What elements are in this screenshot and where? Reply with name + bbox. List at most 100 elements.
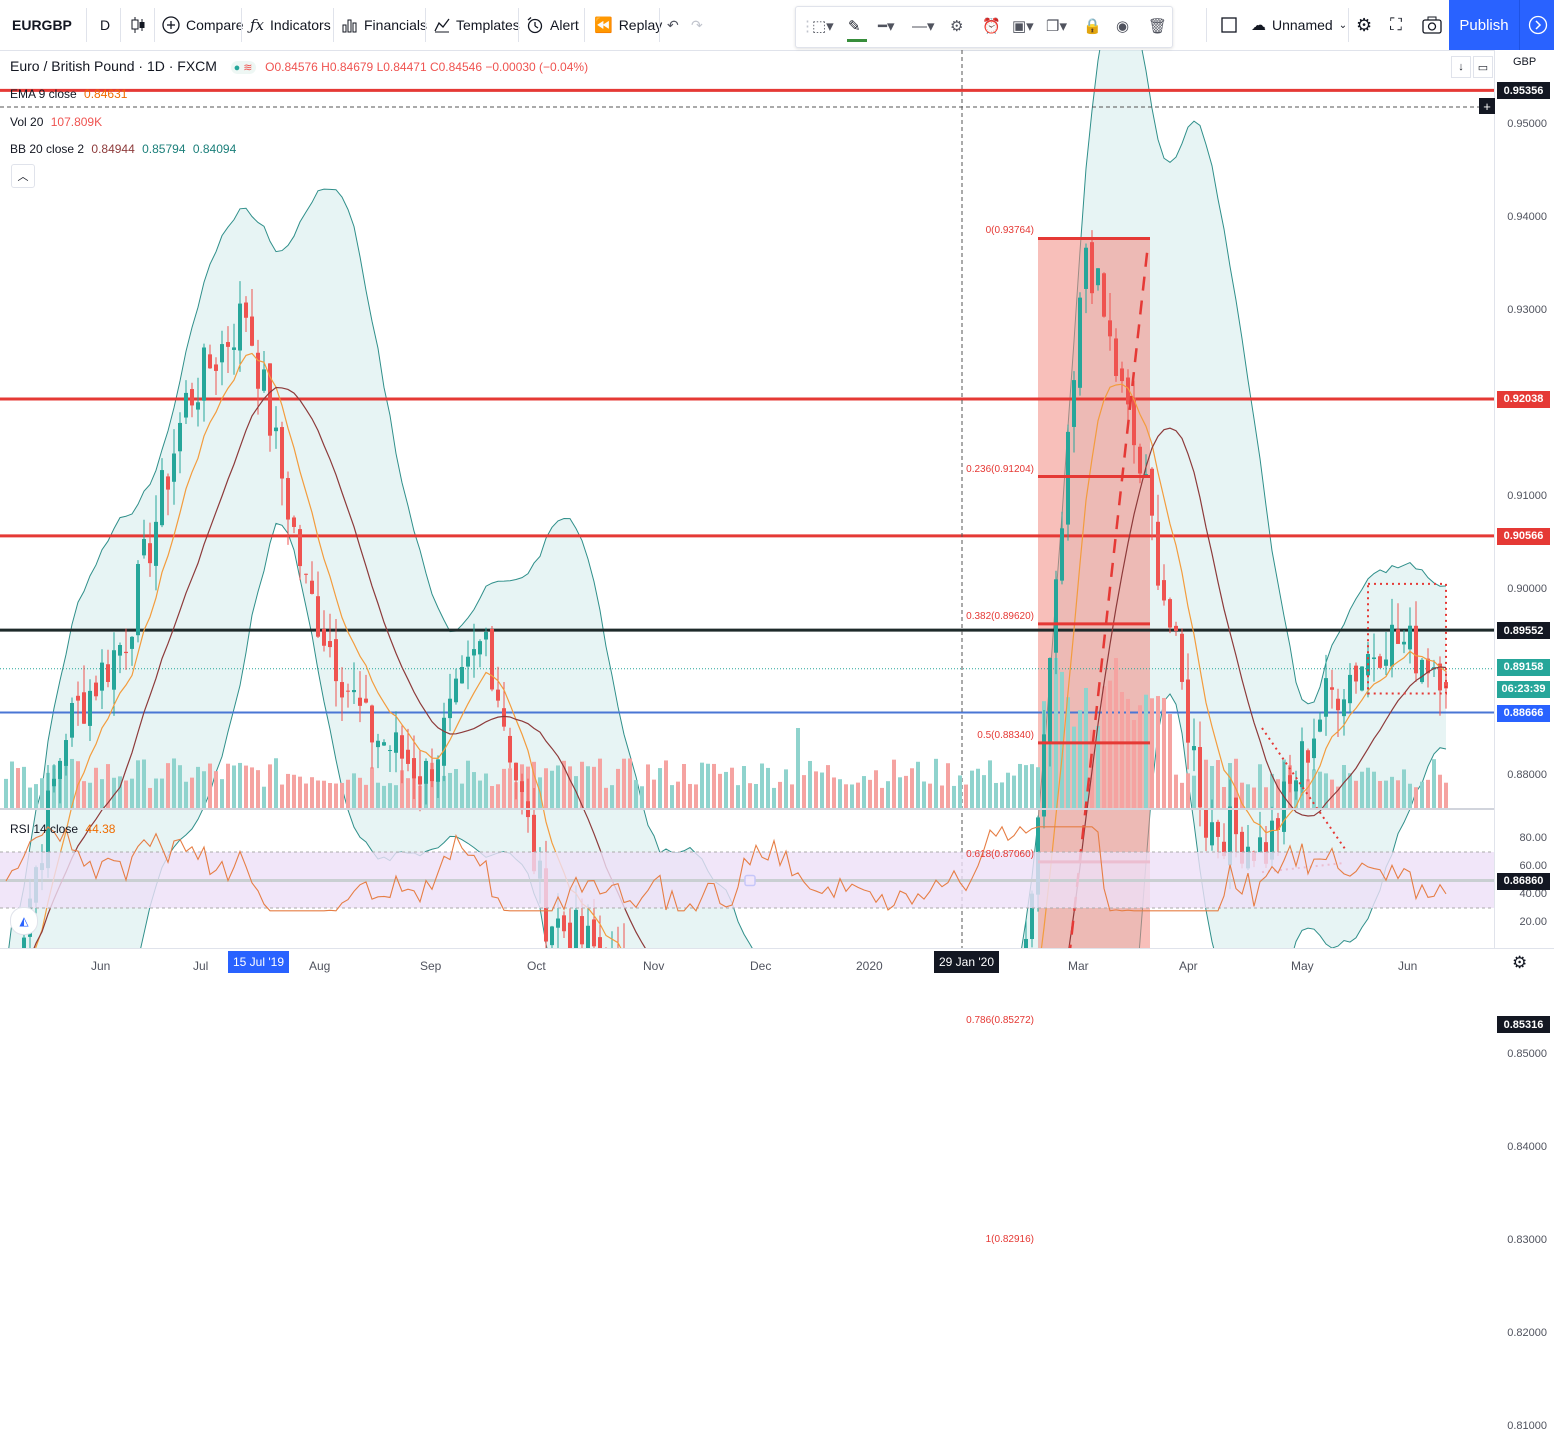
volume-bar [994, 782, 998, 808]
volume-bar [1318, 771, 1322, 808]
volume-bar [742, 766, 746, 808]
candle-body [184, 392, 188, 418]
divider [1206, 8, 1207, 42]
candle-body [1414, 625, 1418, 674]
candle-body [112, 650, 116, 690]
tradingview-logo[interactable]: ◭ [10, 907, 38, 935]
drag-handle-icon[interactable]: ⋮ [800, 18, 815, 35]
fullscreen-button[interactable]: ⛶ [1390, 0, 1402, 50]
candle-body [376, 740, 380, 748]
candle-body [1438, 663, 1442, 691]
volume-bar [94, 767, 98, 808]
plus-icon: + [1483, 98, 1491, 114]
volume-bar [1150, 698, 1154, 808]
chart-type-button[interactable] [130, 0, 146, 50]
volume-bar [934, 758, 938, 808]
volume-bar [1444, 782, 1448, 808]
add-plus-button[interactable]: + [1479, 98, 1495, 114]
symbol-search[interactable]: EURGBP [12, 0, 72, 50]
rectangle-button[interactable] [1221, 0, 1237, 50]
redo-button[interactable]: ↷ [691, 0, 703, 50]
bb-legend[interactable]: BB 20 close 2 0.84944 0.85794 0.84094 [10, 142, 236, 156]
pane-divider[interactable] [0, 808, 1494, 810]
compare-button[interactable]: Compare [162, 0, 244, 50]
trash-icon[interactable]: 🗑 [1148, 18, 1168, 35]
selection-tool-icon[interactable]: ⬚▾ [812, 18, 834, 35]
maximize-pane-button[interactable]: ▭ [1473, 56, 1493, 78]
volume-bar [1138, 705, 1142, 808]
candle-body [466, 656, 470, 667]
candle-body [1216, 821, 1220, 837]
indicators-button[interactable]: ƒx Indicators [250, 0, 331, 50]
candle-body [1180, 633, 1184, 682]
volume-bar [1024, 765, 1028, 808]
candle-body [52, 778, 56, 787]
clone-icon[interactable]: ❐▾ [1046, 18, 1067, 35]
wave-icon: ≋ [243, 62, 253, 74]
bb-lower-line [140, 522, 1447, 948]
candle-body [418, 776, 422, 785]
volume-bar [1000, 782, 1004, 808]
publish-button[interactable]: Publish [1449, 0, 1519, 50]
bb-upper-value: 0.85794 [142, 142, 186, 156]
candle-body [190, 389, 194, 406]
financials-button[interactable]: Financials [342, 0, 427, 50]
bring-front-icon[interactable]: ▣▾ [1012, 18, 1034, 35]
candle-body [1348, 674, 1352, 704]
volume-bar [700, 762, 704, 808]
price-chart[interactable] [0, 50, 1494, 948]
candle-body [1120, 368, 1124, 382]
candle-body [82, 692, 86, 724]
volume-bar [310, 777, 314, 808]
candle-body [94, 682, 98, 697]
alert-add-icon[interactable]: ⏰ [982, 18, 1001, 35]
settings-button[interactable]: ⚙ [1356, 0, 1372, 50]
collapse-legend-button[interactable]: ︿ [11, 164, 35, 188]
volume-bar [1372, 771, 1376, 808]
ohlc-values: O0.84576 H0.84679 L0.84471 C0.84546 −0.0… [265, 60, 589, 74]
crosshair-date-badge: 15 Jul '19 [228, 951, 289, 973]
volume-bar [886, 781, 890, 808]
layout-menu[interactable]: ☁ Unnamed ⌄ [1251, 0, 1347, 50]
candle-body [394, 732, 398, 753]
candle-body [388, 750, 392, 752]
lock-icon[interactable]: 🔒 [1083, 18, 1102, 35]
scroll-down-button[interactable]: ↓ [1451, 56, 1471, 78]
eye-icon[interactable]: ◉ [1116, 18, 1130, 35]
volume-bar [70, 758, 74, 808]
candle-body [1300, 741, 1304, 788]
line-style-icon[interactable]: —▾ [912, 18, 935, 35]
volume-bar [1336, 786, 1340, 808]
gear-icon[interactable]: ⚙ [950, 18, 964, 35]
replay-button[interactable]: ⏪ Replay [594, 0, 662, 50]
candle-body [574, 909, 578, 948]
interval-button[interactable]: D [100, 0, 110, 50]
candle-body [1270, 820, 1274, 860]
undo-button[interactable]: ↶ [667, 0, 679, 50]
alert-button[interactable]: Alert [526, 0, 579, 50]
templates-button[interactable]: Templates [434, 0, 520, 50]
line-width-icon[interactable]: ━▾ [878, 18, 895, 35]
snapshot-button[interactable] [1422, 0, 1442, 50]
crosshair-date-1: 15 Jul '19 [233, 955, 284, 969]
axis-settings-button[interactable]: ⚙ [1512, 953, 1527, 973]
time-label: Mar [1068, 959, 1089, 973]
volume-bar [964, 784, 968, 808]
volume-bar [1060, 671, 1064, 808]
rsi-legend[interactable]: RSI 14 close 44.38 [10, 822, 115, 836]
candle-body [382, 742, 386, 746]
pencil-icon[interactable]: ✎ [848, 18, 861, 35]
ema-legend[interactable]: EMA 9 close 0.84631 [10, 87, 127, 101]
candle-body [1078, 297, 1082, 388]
volume-legend[interactable]: Vol 20 107.809K [10, 115, 102, 129]
volume-bar [220, 779, 224, 808]
price-tick: 0.82000 [1507, 1326, 1547, 1339]
candle-body [1072, 380, 1076, 427]
price-axis[interactable]: GBP 0.950000.940000.930000.920000.910000… [1494, 50, 1554, 1432]
publish-menu-button[interactable] [1519, 0, 1554, 50]
time-axis[interactable]: Jun Jul Aug Sep Oct Nov Dec 2020 Mar Apr May Jun 15… [0, 948, 1554, 985]
volume-bar [160, 778, 164, 808]
volume-bar [166, 763, 170, 808]
volume-bar [562, 760, 566, 808]
volume-bar [268, 764, 272, 808]
